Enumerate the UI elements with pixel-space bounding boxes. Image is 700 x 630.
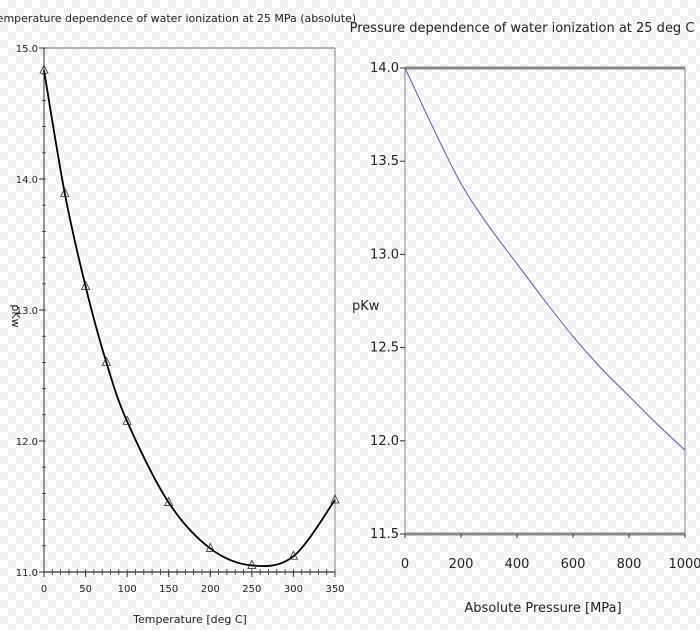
pressure-curve (404, 67, 686, 451)
data-point-triangle (101, 356, 112, 366)
right-x-tick-label: 1000 (668, 557, 700, 572)
left-x-tick-label: 350 (325, 584, 344, 595)
left-y-tick-label: 12.0 (16, 437, 38, 448)
left-x-tick-label: 100 (118, 584, 137, 595)
data-point-triangle (330, 494, 340, 504)
right-x-tick-label: 400 (505, 557, 530, 572)
left-y-tick-label: 11.0 (16, 568, 38, 579)
right-x-tick-label: 800 (617, 557, 642, 572)
data-point-triangle (247, 559, 257, 569)
data-point-triangle (205, 542, 215, 552)
left-x-tick-label: 300 (284, 584, 303, 595)
right-x-axis-label: Absolute Pressure [MPa] (464, 601, 621, 616)
left-x-tick-label: 200 (201, 584, 220, 595)
left-x-axis-label: Temperature [deg C] (132, 613, 247, 626)
left-x-tick-label: 0 (41, 584, 47, 595)
right-y-tick-label: 12.0 (370, 434, 399, 449)
left-y-tick-label: 15.0 (16, 44, 38, 55)
right-x-tick-label: 0 (401, 557, 409, 572)
left-x-tick-label: 150 (159, 584, 178, 595)
fit-curve (43, 70, 336, 568)
right-x-tick-label: 600 (561, 557, 586, 572)
data-point-triangle (60, 187, 70, 197)
left-chart-title: Temperature dependence of water ionizati… (0, 12, 356, 25)
left-y-axis-label: pKw (9, 304, 22, 327)
right-chart-title: Pressure dependence of water ionization … (350, 21, 695, 36)
right-y-tick-label: 11.5 (370, 527, 399, 542)
data-point-triangle (39, 64, 49, 74)
left-x-tick-label: 250 (242, 584, 261, 595)
left-x-tick-label: 50 (79, 584, 92, 595)
right-y-tick-label: 12.5 (370, 341, 399, 356)
data-point-triangle (164, 496, 174, 506)
data-point-triangle (288, 550, 299, 560)
right-y-axis-label: pKw (352, 299, 380, 314)
data-point-triangle (122, 415, 132, 425)
right-y-tick-label: 13.0 (370, 247, 399, 262)
left-y-tick-label: 13.0 (16, 306, 38, 317)
right-y-tick-label: 14.0 (370, 61, 399, 76)
right-y-tick-label: 13.5 (370, 154, 399, 169)
data-point-triangle (80, 280, 91, 290)
left-y-tick-label: 14.0 (16, 175, 38, 186)
right-x-tick-label: 200 (449, 557, 474, 572)
